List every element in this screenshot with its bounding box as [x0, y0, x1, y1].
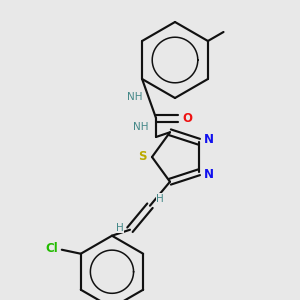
Text: NH: NH	[127, 92, 143, 101]
Text: H: H	[116, 223, 124, 233]
Text: NH: NH	[133, 122, 149, 133]
Text: O: O	[182, 112, 192, 124]
Text: S: S	[138, 149, 146, 163]
Text: N: N	[204, 168, 214, 181]
Text: H: H	[156, 194, 164, 204]
Text: N: N	[204, 133, 214, 146]
Text: Cl: Cl	[45, 242, 58, 255]
